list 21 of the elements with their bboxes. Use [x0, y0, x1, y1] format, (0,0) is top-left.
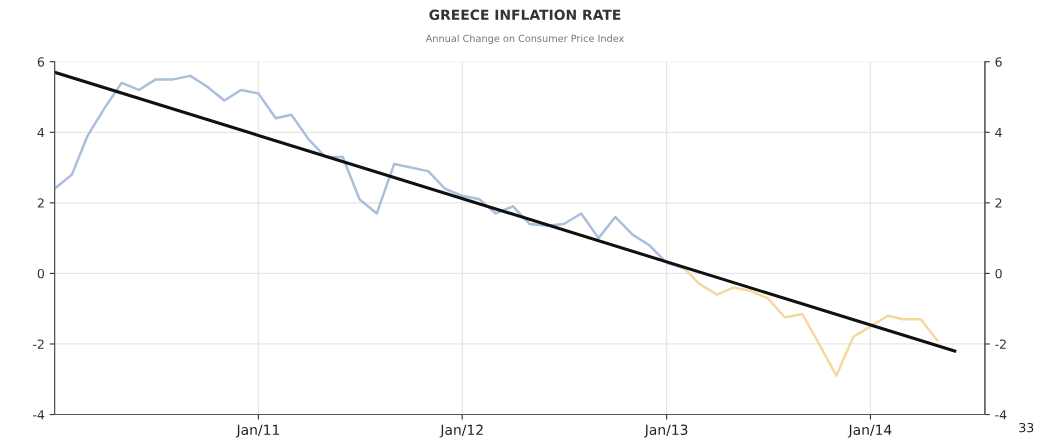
y2-tick-label: 0 [995, 268, 1002, 279]
y2-tick-label: -4 [995, 410, 1007, 420]
y-tick-label: 4 [37, 127, 45, 138]
text: 33 [1019, 422, 1034, 433]
chart-subtitle: Annual Change on Consumer Price Index [425, 34, 624, 44]
y2-tick-label: 4 [995, 127, 1002, 138]
y-tick-label: 6 [37, 57, 45, 67]
line-series [682, 266, 939, 377]
y-tick-label: -4 [33, 410, 45, 420]
line-series [54, 74, 686, 270]
y-tick-label: 2 [37, 198, 44, 208]
y2-tick-label: -2 [995, 339, 1006, 349]
chart-title: GREECE INFLATION RATE [429, 9, 621, 21]
x-tick-label: Jan/14 [847, 424, 892, 438]
y2-tick-label: 6 [995, 57, 1002, 67]
x-tick-label: Jan/12 [439, 424, 483, 438]
y2-tick-label: 2 [995, 198, 1002, 208]
y-tick-label: 0 [37, 268, 45, 279]
x-tick-label: Jan/11 [235, 424, 280, 438]
y-tick-label: -2 [33, 339, 44, 349]
x-tick-label: Jan/13 [644, 424, 688, 438]
